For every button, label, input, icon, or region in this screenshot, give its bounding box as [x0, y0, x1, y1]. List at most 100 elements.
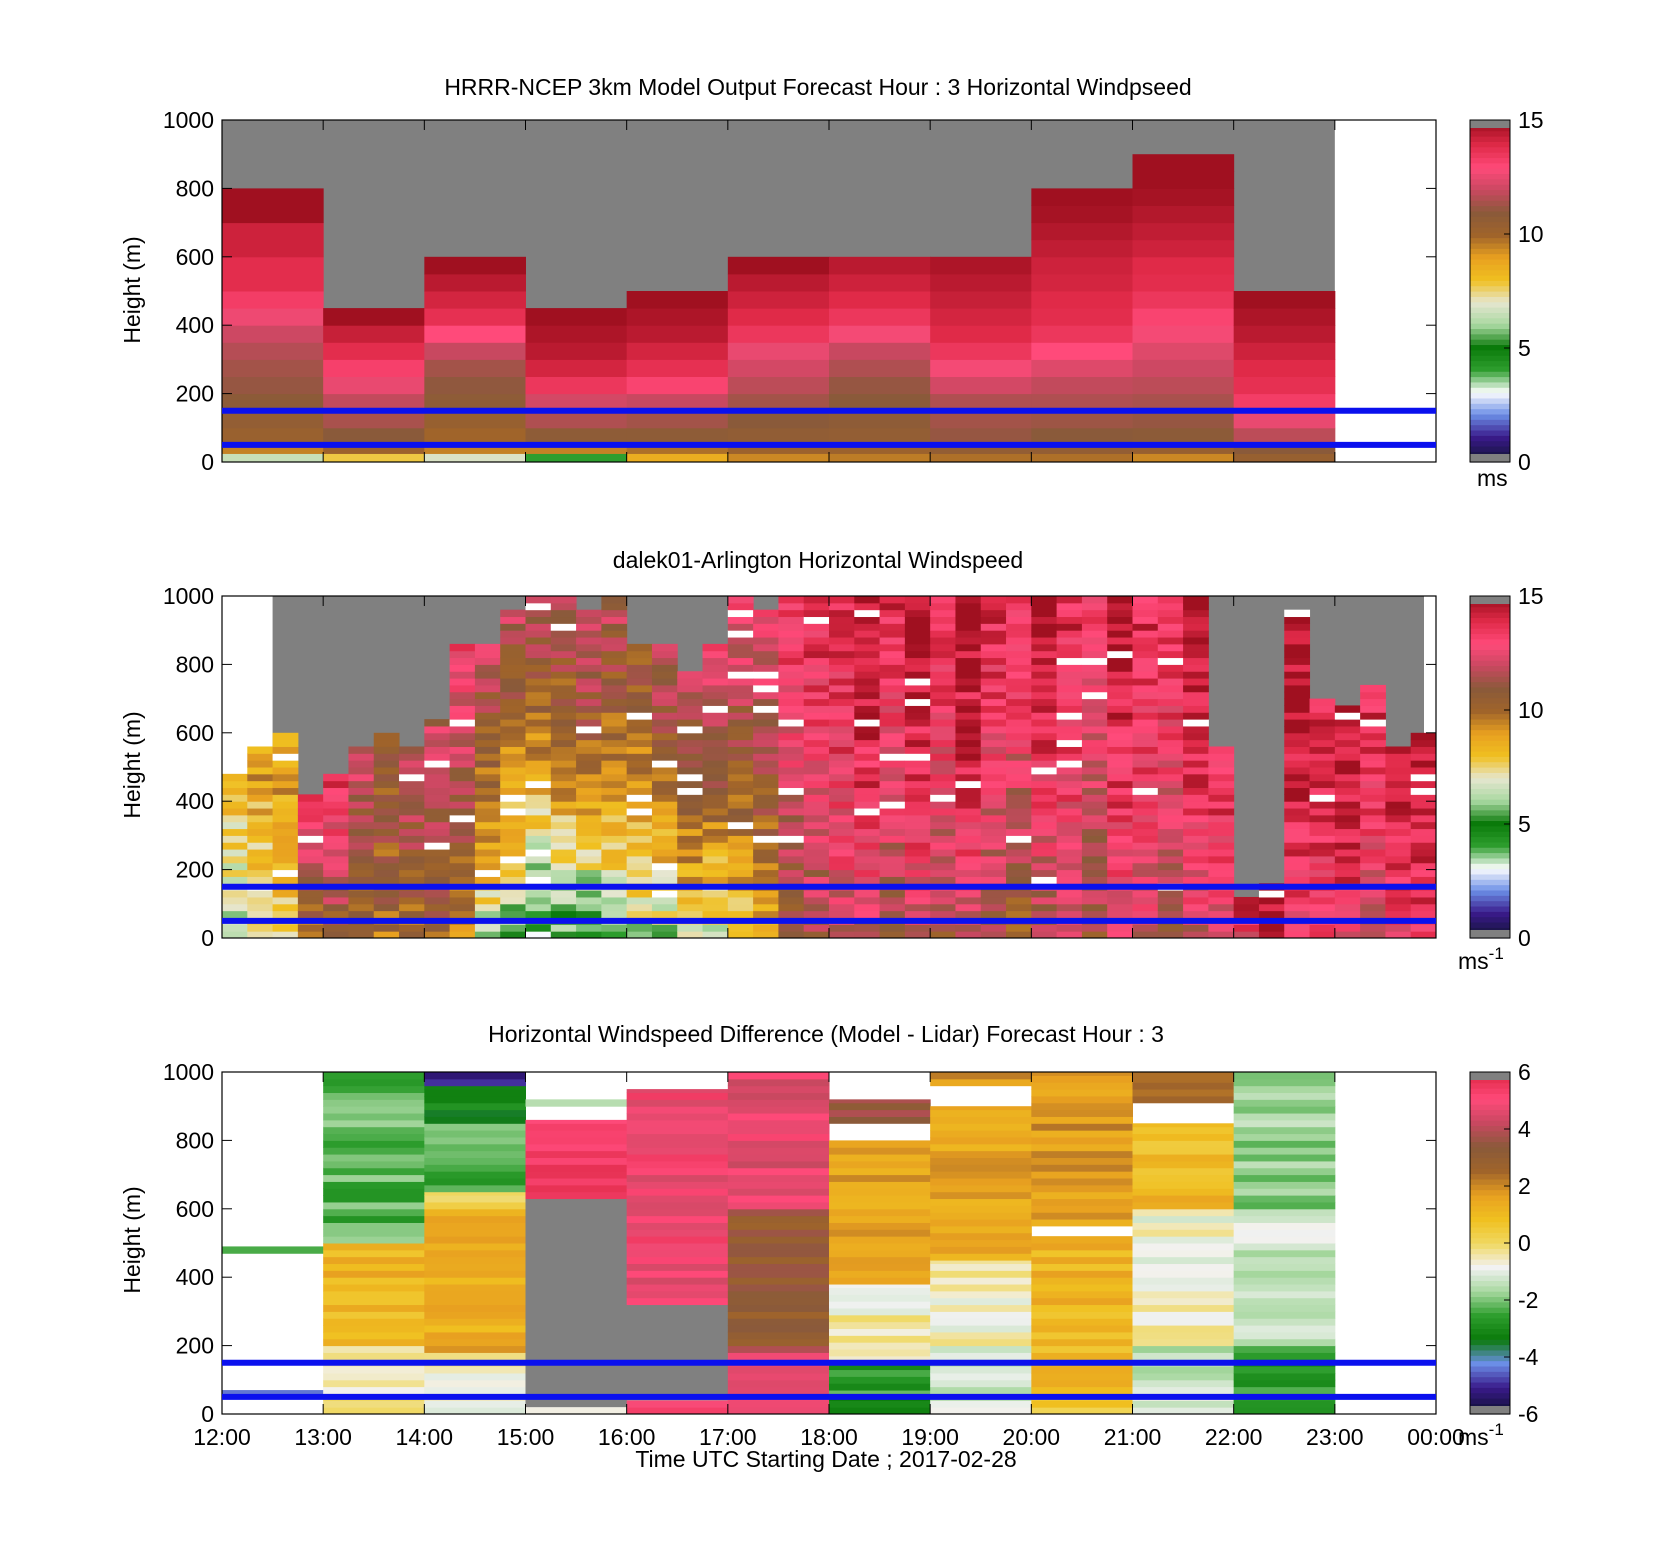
lidar-cell: [1334, 931, 1361, 939]
x-ticks: [221, 1072, 1437, 1414]
difference-cell: [1132, 1072, 1235, 1076]
lidar-cell: [753, 808, 779, 816]
lidar-cell: [727, 855, 754, 864]
lidar-cell: [1284, 931, 1311, 939]
lidar-cell: [424, 814, 451, 823]
lidar-cell: [1284, 609, 1311, 618]
lidar-cell: [550, 835, 577, 843]
difference-cell: [727, 1181, 830, 1189]
lidar-cell: [399, 842, 425, 850]
difference-cell: [930, 1232, 1032, 1241]
difference-cell: [727, 1229, 830, 1237]
lidar-cell: [854, 890, 881, 898]
colorbar-swatch: [1470, 793, 1510, 800]
lidar-cell: [1284, 924, 1311, 932]
lidar-cell: [1334, 876, 1361, 884]
y-tick-label: 600: [176, 720, 214, 746]
lidar-cell: [904, 712, 931, 720]
lidar-cell: [1410, 890, 1437, 898]
difference-cell: [1031, 1311, 1133, 1319]
lidar-cell: [348, 924, 375, 932]
lidar-cell: [854, 650, 881, 659]
colorbar-swatch: [1470, 312, 1510, 319]
difference-cell: [1233, 1222, 1336, 1230]
y-tick-label: 1000: [163, 583, 214, 609]
lidar-cell: [980, 787, 1007, 795]
lidar-cell: [753, 794, 779, 802]
model-cell: [930, 308, 1032, 326]
lidar-cell: [727, 657, 754, 665]
lidar-cell: [753, 671, 779, 679]
unit-exponent: -1: [1489, 1420, 1504, 1439]
lidar-cell: [424, 732, 451, 741]
lidar-cell: [727, 801, 754, 809]
lidar-cell: [1107, 924, 1133, 932]
y-tick-label: 200: [176, 381, 214, 407]
lidar-cell: [727, 849, 754, 857]
lidar-cell: [1334, 725, 1361, 734]
lidar-cell: [829, 719, 855, 727]
lidar-cell: [727, 712, 754, 720]
lidar-cell: [1056, 725, 1083, 734]
lidar-cell: [930, 828, 956, 836]
colorbar-swatch: [1470, 173, 1510, 180]
lidar-cell: [1107, 712, 1133, 720]
colorbar-swatch: [1470, 681, 1510, 688]
lidar-cell: [373, 746, 400, 754]
difference-cell: [323, 1379, 425, 1388]
colorbar-swatch: [1470, 815, 1510, 822]
difference-cell: [424, 1072, 526, 1080]
lidar-cell: [1309, 828, 1336, 836]
difference-cell: [930, 1078, 1032, 1087]
lidar-cell: [702, 828, 729, 836]
difference-cell: [323, 1208, 425, 1217]
model-cell: [829, 393, 931, 412]
lidar-cell: [980, 684, 1007, 693]
lidar-cell: [576, 643, 602, 652]
lidar-cell: [955, 650, 982, 659]
lidar-cell: [651, 773, 678, 782]
lidar-cell: [1334, 808, 1361, 816]
lidar-cell: [323, 931, 349, 939]
lidar-cell: [955, 876, 982, 884]
lidar-cell: [500, 609, 526, 618]
lidar-cell: [1410, 808, 1437, 816]
lidar-cell: [904, 890, 931, 898]
lidar-cell: [1006, 903, 1032, 912]
lidar-cell: [651, 780, 678, 789]
lidar-windspeed-panel: dalek01-Arlington Horizontal Windspeed H…: [119, 547, 1544, 974]
lidar-cell: [803, 849, 830, 857]
lidar-cell: [1132, 623, 1159, 631]
difference-cell: [1233, 1099, 1336, 1107]
lidar-cell: [677, 828, 704, 836]
lidar-cell: [677, 842, 704, 850]
lidar-cell: [474, 828, 501, 836]
model-windspeed-panel: HRRR-NCEP 3km Model Output Forecast Hour…: [119, 74, 1544, 491]
lidar-cell: [1360, 780, 1386, 789]
lidar-cell: [1208, 869, 1235, 877]
difference-cell: [727, 1106, 830, 1114]
lidar-cell: [1183, 821, 1209, 830]
lidar-cell: [702, 760, 729, 768]
lidar-cell: [1056, 732, 1083, 741]
lidar-cell: [829, 828, 855, 836]
lidar-cell: [626, 794, 653, 802]
lidar-cell: [1031, 862, 1058, 871]
lidar-cell: [626, 705, 653, 713]
difference-cell: [424, 1123, 526, 1131]
difference-cell: [424, 1372, 526, 1381]
lidar-cell: [1334, 903, 1361, 912]
lidar-cell: [854, 678, 881, 686]
lidar-cell: [727, 616, 754, 624]
lidar-cell: [753, 684, 779, 693]
lidar-cell: [1081, 896, 1108, 905]
difference-cell: [424, 1386, 526, 1394]
lidar-cell: [1006, 609, 1032, 618]
lidar-cell: [1157, 596, 1184, 604]
lidar-cell: [651, 910, 678, 918]
lidar-cell: [778, 684, 805, 693]
difference-cell: [930, 1379, 1032, 1388]
lidar-cell: [1107, 801, 1133, 809]
lidar-cell: [930, 835, 956, 843]
